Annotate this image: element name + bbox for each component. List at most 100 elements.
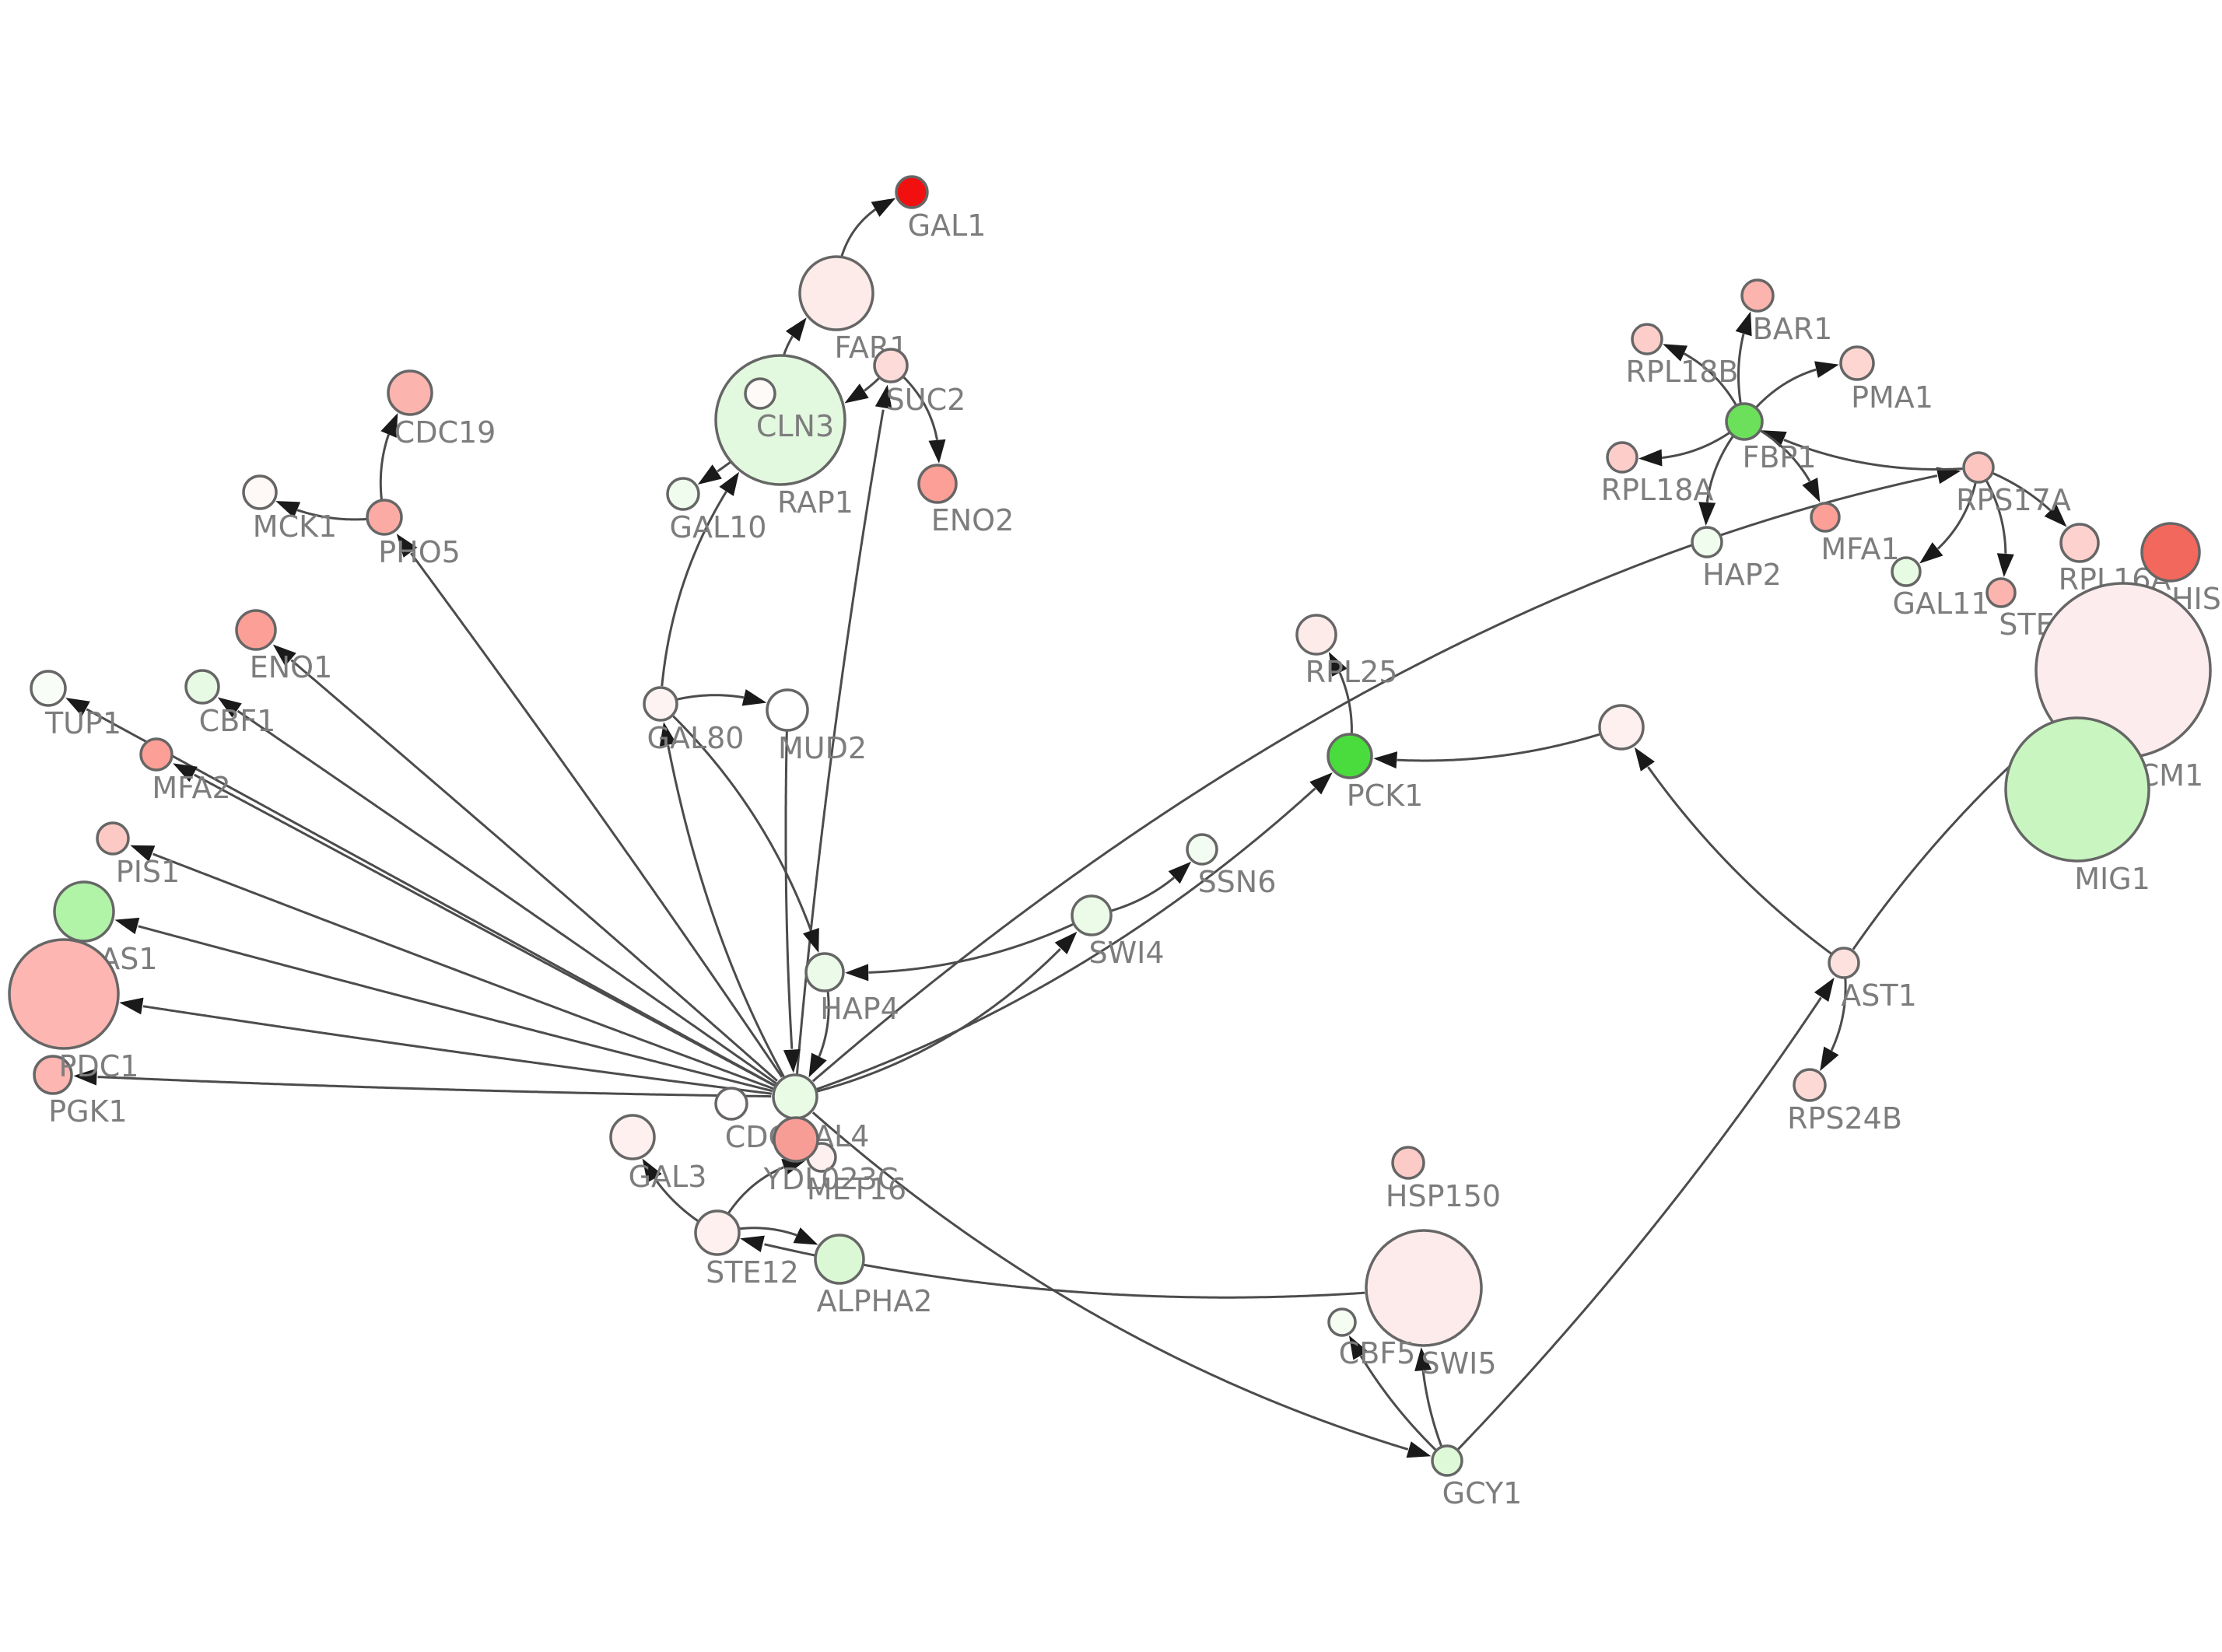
node-RPL18A[interactable]: RPL18A (1601, 441, 1714, 507)
network-edge-GAL4-SWI4[interactable] (817, 931, 1078, 1093)
node-HAP2[interactable]: HAP2 (1691, 526, 1782, 592)
network-edge-GAL4-RAS1[interactable] (114, 917, 773, 1093)
node-BAR1[interactable]: BAR1 (1740, 278, 1832, 346)
node-GAL80[interactable]: GAL80 (643, 686, 744, 755)
network-edge-AST1-UNNAMED[interactable] (1634, 747, 1832, 955)
node-RPS24B[interactable]: RPS24B (1787, 1068, 1902, 1136)
node-UNNAMED[interactable] (1598, 704, 1645, 751)
node-SUC2[interactable]: SUC2 (873, 348, 966, 417)
network-edge-GCY1-AST1[interactable] (1457, 977, 1835, 1451)
network-edge-RPS17A-STE2[interactable] (1985, 480, 2014, 577)
node-label: RPS24B (1787, 1101, 1902, 1136)
network-edge-FBP1-BAR1[interactable] (1735, 311, 1752, 404)
network-edge-SWI4-HAP4[interactable] (845, 922, 1074, 982)
network-edge-PHO5-MCK1[interactable] (275, 501, 366, 521)
node-RPL25[interactable]: RPL25 (1295, 614, 1397, 689)
node-GAL10[interactable]: GAL10 (666, 477, 766, 544)
node-ENO2[interactable]: ENO2 (917, 464, 1014, 537)
node-MFA2[interactable]: MFA2 (139, 737, 231, 805)
network-edge-RPS17A-GAL11[interactable] (1919, 482, 1977, 564)
network-edge-GAL80-HAP4[interactable] (672, 715, 819, 953)
network-edge-GAL4-PCK1[interactable] (816, 772, 1333, 1090)
network-edge-STE12-GAL3[interactable] (642, 1158, 699, 1222)
node-MFA1[interactable]: MFA1 (1810, 502, 1900, 566)
network-edge-GAL4-PHO5[interactable] (396, 534, 783, 1078)
node-CBF5[interactable]: CBF5 (1327, 1307, 1416, 1370)
network-edge-STE12-MET16[interactable] (727, 1159, 807, 1214)
network-edge-SWI4-SSN6[interactable] (1111, 861, 1192, 912)
network-edge-GAL4-GCY1[interactable] (811, 1111, 1432, 1458)
node-GAL1[interactable]: GAL1 (895, 175, 986, 243)
node-PGK1[interactable]: PGK1 (33, 1055, 128, 1129)
node-CDC19[interactable]: CDC19 (387, 369, 496, 450)
network-edge-MUD2-GAL4[interactable] (783, 731, 801, 1073)
node-HSP150[interactable]: HSP150 (1386, 1146, 1501, 1213)
node-label: RPL18B (1626, 355, 1739, 389)
network-edge-STE12-ALPHA2[interactable] (739, 1227, 818, 1245)
edge-arrowhead-icon (741, 689, 767, 706)
node-label: CBF5 (1339, 1336, 1416, 1370)
node-GAL11[interactable]: GAL11 (1891, 556, 1989, 621)
network-edge-SUC2-RAP1[interactable] (844, 377, 880, 404)
node-PIS1[interactable]: PIS1 (96, 821, 180, 889)
node-MIG1[interactable]: MIG1 (2004, 716, 2150, 896)
network-edge-RPS17A-RPL16A[interactable] (1992, 472, 2067, 527)
network-edge-GAL4-CBF1[interactable] (217, 697, 778, 1085)
network-edge-GAL80-MUD2[interactable] (677, 689, 767, 706)
network-edge-GAL4-TUP1[interactable] (65, 698, 776, 1087)
node-SSN6[interactable]: SSN6 (1186, 833, 1276, 899)
network-edge-UNNAMED-PCK1[interactable] (1373, 733, 1600, 769)
node-RPL18B[interactable]: RPL18B (1626, 323, 1739, 389)
node-HAP4[interactable]: HAP4 (804, 952, 899, 1026)
network-edge-GAL4-PIS1[interactable] (130, 845, 774, 1090)
network-edge-AST1-RPS24B[interactable] (1820, 978, 1847, 1072)
node-CLN3[interactable]: CLN3 (744, 377, 834, 443)
node-GCY1[interactable]: GCY1 (1431, 1444, 1522, 1510)
node-ALPHA2[interactable]: ALPHA2 (814, 1234, 932, 1318)
network-edge-RAP1-GAL10[interactable] (697, 461, 731, 485)
network-edge-GAL80-RAP1[interactable] (661, 471, 739, 687)
node-MCK1[interactable]: MCK1 (242, 474, 337, 544)
network-edge-GAL4-MFA2[interactable] (173, 763, 776, 1087)
network-edge-GAL4-GAL80[interactable] (659, 722, 785, 1077)
node-MUD2[interactable]: MUD2 (766, 688, 867, 765)
network-edge-GCY1-CBF5[interactable] (1348, 1335, 1437, 1451)
node-STE12[interactable]: STE12 (694, 1209, 799, 1290)
node-PCK1[interactable]: PCK1 (1327, 733, 1423, 813)
network-edge-FBP1-HAP2[interactable] (1698, 436, 1734, 526)
node-TUP1[interactable]: TUP1 (30, 670, 121, 740)
node-FBP1[interactable]: FBP1 (1725, 402, 1817, 474)
node-AST1[interactable]: AST1 (1828, 947, 1917, 1013)
node-RPS17A[interactable]: RPS17A (1956, 451, 2071, 517)
network-edge-FBP1-RPL18A[interactable] (1638, 432, 1730, 467)
node-RAS1[interactable]: RAS1 (53, 880, 158, 976)
network-edge-FBP1-MFA1[interactable] (1760, 429, 1821, 502)
network-edge-RAP1-FAR1[interactable] (783, 317, 807, 355)
node-SWI4[interactable]: SWI4 (1071, 894, 1165, 970)
node-PDC1[interactable]: PDC1 (8, 938, 138, 1083)
network-edge-HAP4-GAL4[interactable] (808, 991, 830, 1078)
network-edge-FBP1-RPL18B[interactable] (1663, 344, 1737, 405)
network-edge-FAR1-GAL1[interactable] (840, 198, 896, 257)
node-circle (96, 821, 130, 856)
network-edge-FBP1-PMA1[interactable] (1755, 361, 1839, 408)
node-PHO5[interactable]: PHO5 (366, 499, 461, 569)
network-edge-GAL4-PGK1[interactable] (73, 1068, 772, 1098)
node-ENO1[interactable]: ENO1 (235, 609, 332, 684)
network-edge-GAL4-PDC1[interactable] (119, 997, 772, 1095)
node-circle (773, 1116, 819, 1163)
node-GAL3[interactable]: GAL3 (609, 1114, 706, 1194)
network-edge-SUC2-ENO2[interactable] (902, 376, 946, 464)
node-FAR1[interactable]: FAR1 (798, 255, 908, 365)
node-YDL023C[interactable]: YDL023C (763, 1116, 899, 1196)
network-edge-GAL4-ENO1[interactable] (272, 644, 778, 1082)
node-PMA1[interactable]: PMA1 (1839, 345, 1933, 415)
node-circle (1295, 614, 1337, 656)
node-CBF1[interactable]: CBF1 (184, 669, 275, 738)
network-edge-GAL4-RPS17A[interactable] (811, 467, 1961, 1083)
node-SWI5[interactable]: SWI5 (1365, 1229, 1497, 1381)
network-edge-GCY1-SWI5[interactable] (1414, 1347, 1442, 1447)
network-edge-PHO5-CDC19[interactable] (379, 412, 398, 500)
